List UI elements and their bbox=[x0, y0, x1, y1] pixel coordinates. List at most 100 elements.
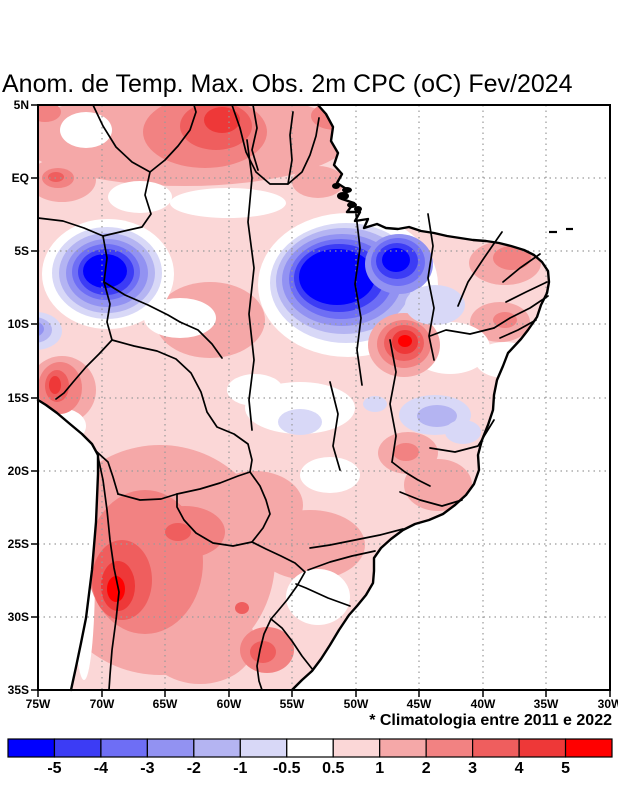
border-line bbox=[399, 491, 463, 507]
lat-label: 25S bbox=[8, 537, 29, 551]
anomaly-region bbox=[108, 181, 172, 213]
border-line bbox=[499, 319, 537, 339]
anomaly-region bbox=[532, 375, 549, 431]
anomaly-region bbox=[165, 523, 191, 541]
anomaly-region bbox=[38, 317, 52, 343]
chart-title: Anom. de Temp. Max. Obs. 2m CPC (oC) Fev… bbox=[2, 70, 573, 98]
border-line bbox=[117, 493, 178, 501]
border-line bbox=[429, 327, 495, 337]
border-line bbox=[179, 321, 223, 359]
lon-label: 30W bbox=[598, 697, 618, 711]
colorbar-label: -0.5 bbox=[273, 760, 301, 777]
border-line bbox=[251, 104, 259, 171]
anomaly-region bbox=[170, 188, 286, 218]
colorbar-label: -2 bbox=[187, 760, 201, 777]
anomaly-region bbox=[445, 420, 481, 444]
border-line bbox=[231, 104, 320, 185]
anomaly-region bbox=[363, 396, 387, 412]
border-line bbox=[354, 213, 363, 386]
border-line bbox=[92, 104, 151, 173]
anomaly-region bbox=[398, 335, 412, 347]
lon-label: 50W bbox=[344, 697, 369, 711]
border-line bbox=[429, 419, 495, 453]
colorbar-label: -3 bbox=[140, 760, 154, 777]
border-line bbox=[55, 339, 113, 400]
border-line bbox=[307, 550, 376, 571]
border-line bbox=[251, 541, 306, 620]
colorbar-segment bbox=[379, 738, 427, 758]
anomaly-region bbox=[144, 298, 216, 338]
anomaly-region bbox=[38, 105, 61, 122]
border-line bbox=[256, 618, 272, 691]
border-line bbox=[427, 213, 435, 361]
lon-label: 35W bbox=[534, 697, 559, 711]
border-line bbox=[103, 281, 181, 323]
border-line bbox=[96, 451, 120, 691]
lat-label: 5S bbox=[14, 244, 29, 258]
colorbar-segment bbox=[286, 738, 334, 758]
anomaly-region bbox=[404, 459, 472, 511]
anomaly-region bbox=[107, 576, 125, 602]
colorbar-segment bbox=[332, 738, 381, 758]
border-line bbox=[149, 104, 197, 173]
lat-label: 15S bbox=[8, 391, 29, 405]
border-line bbox=[493, 295, 549, 329]
border-line bbox=[37, 171, 152, 237]
colorbar-segment bbox=[564, 738, 613, 758]
border-line bbox=[502, 253, 541, 283]
colorbar-segment bbox=[425, 738, 474, 758]
anomaly-region bbox=[300, 457, 360, 493]
colorbar-segment bbox=[146, 738, 195, 758]
anomaly-region bbox=[292, 166, 344, 198]
colorbar-label: -4 bbox=[94, 760, 108, 777]
delta-island bbox=[332, 183, 340, 189]
lat-label: 10S bbox=[8, 317, 29, 331]
lon-label: 60W bbox=[217, 697, 242, 711]
lon-label: 45W bbox=[407, 697, 432, 711]
anomaly-region bbox=[255, 510, 365, 580]
border-line bbox=[246, 139, 255, 431]
colorbar-label: 4 bbox=[515, 760, 524, 777]
anomaly-region bbox=[493, 246, 531, 270]
anomaly-region bbox=[204, 107, 240, 133]
anomaly-region bbox=[250, 641, 276, 663]
lat-label: 5N bbox=[14, 98, 29, 112]
anomaly-region bbox=[405, 285, 465, 325]
anomaly-region bbox=[393, 443, 419, 461]
border-line bbox=[249, 471, 271, 543]
border-line bbox=[309, 528, 404, 549]
border-line bbox=[270, 618, 314, 671]
border-line bbox=[287, 111, 294, 185]
colorbar-segment bbox=[7, 738, 56, 758]
lon-label: 65W bbox=[153, 697, 178, 711]
anomaly-region bbox=[60, 112, 112, 148]
anomaly-region bbox=[235, 602, 249, 614]
anomaly-region bbox=[299, 249, 375, 305]
coastline bbox=[36, 398, 100, 692]
border-line bbox=[505, 281, 548, 303]
delta-island bbox=[337, 192, 349, 200]
colorbar-label: 5 bbox=[561, 760, 570, 777]
lon-label: 40W bbox=[471, 697, 496, 711]
border-line bbox=[457, 231, 503, 307]
border-line bbox=[329, 381, 341, 471]
colorbar-segment bbox=[53, 738, 102, 758]
colorbar-segment bbox=[193, 738, 241, 758]
colorbar-label: -5 bbox=[47, 760, 61, 777]
colorbar-segment bbox=[472, 738, 520, 758]
colorbar-segment bbox=[100, 738, 148, 758]
delta-island bbox=[342, 187, 352, 193]
border-line bbox=[176, 471, 251, 495]
lat-label: 30S bbox=[8, 610, 29, 624]
delta-island bbox=[354, 206, 362, 212]
graticule bbox=[38, 105, 610, 690]
colorbar-label: 2 bbox=[422, 760, 431, 777]
lat-label: EQ bbox=[12, 171, 29, 185]
lon-label: 70W bbox=[90, 697, 115, 711]
anomaly-region bbox=[544, 389, 549, 423]
colorbar-segment bbox=[239, 738, 288, 758]
colorbar-label: 3 bbox=[468, 760, 477, 777]
anomaly-region bbox=[49, 376, 61, 394]
colorbar-segment bbox=[518, 738, 567, 758]
